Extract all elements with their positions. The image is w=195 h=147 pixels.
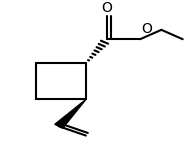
- Text: O: O: [102, 1, 113, 15]
- Polygon shape: [55, 100, 86, 128]
- Text: O: O: [141, 22, 152, 36]
